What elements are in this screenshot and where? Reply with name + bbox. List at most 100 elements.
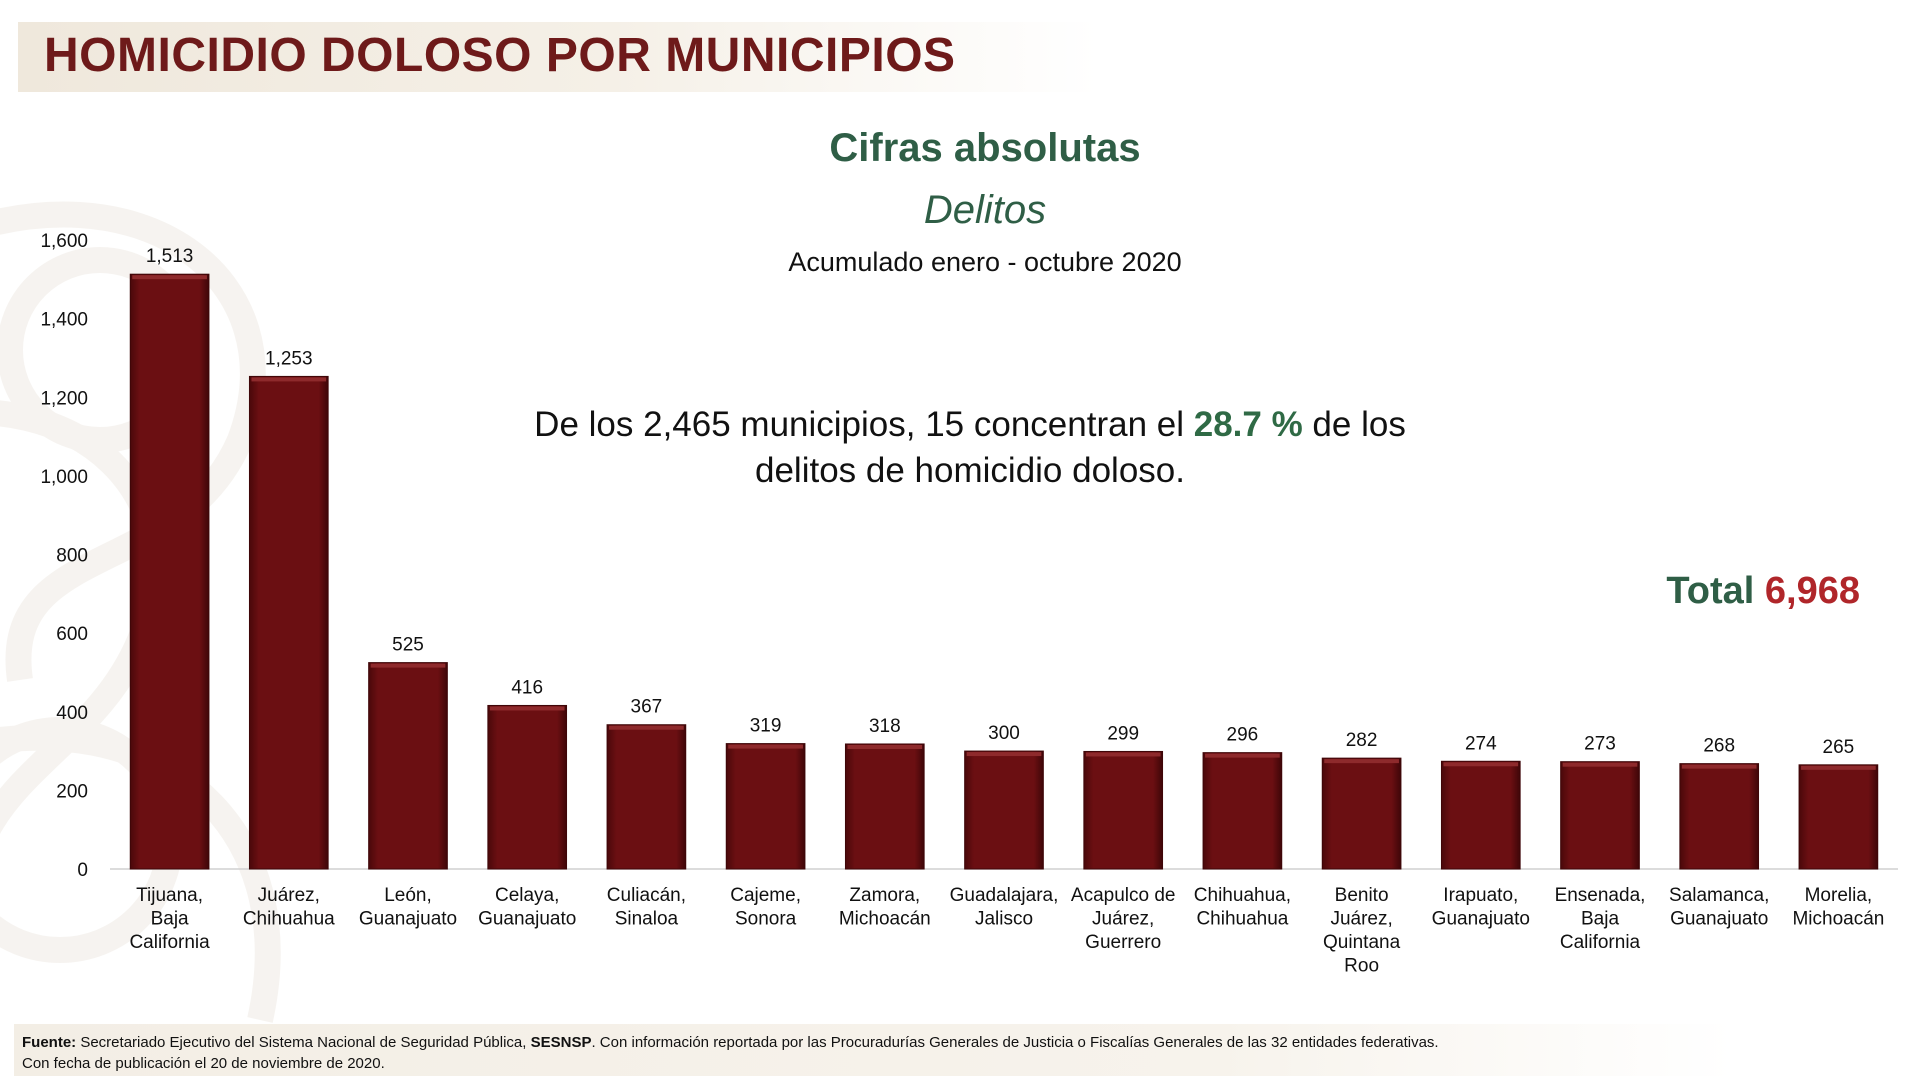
category-label-line: California <box>129 932 210 953</box>
data-label: 282 <box>1346 730 1378 751</box>
bar <box>1440 760 1521 870</box>
bar <box>129 273 210 870</box>
category-label-line: Salamanca, <box>1669 885 1769 906</box>
bar-top-highlight <box>1443 762 1519 767</box>
bars-group <box>129 273 1879 870</box>
chart-subtitle-delitos: Delitos <box>923 188 1047 232</box>
category-label-line: Michoacán <box>839 909 931 930</box>
data-label: 273 <box>1584 734 1616 755</box>
category-label: León, Guanajuato <box>359 885 457 930</box>
data-label: 318 <box>869 716 901 737</box>
category-label-line: Irapuato, <box>1443 885 1518 906</box>
bar-top-highlight <box>370 663 446 668</box>
bar-top-highlight <box>1085 752 1161 757</box>
annotation-highlight: 28.7 % <box>1193 405 1303 444</box>
category-label: Acapulco de Juárez, Guerrero <box>1071 885 1176 953</box>
category-label-line: Quintana <box>1323 932 1401 953</box>
data-label: 1,513 <box>146 246 194 267</box>
y-tick-label: 1,000 <box>40 467 88 488</box>
annotation-text-a: De los 2,465 municipios, 15 concentran e… <box>534 405 1194 444</box>
annotation-line2: delitos de homicidio doloso. <box>755 451 1185 490</box>
data-label: 299 <box>1107 723 1139 744</box>
category-label: Celaya, Guanajuato <box>478 885 576 930</box>
bar <box>1202 752 1283 870</box>
category-label-line: Acapulco de <box>1071 885 1176 906</box>
footer-line2: Con fecha de publicación el 20 de noviem… <box>22 1055 385 1072</box>
category-label-line: Roo <box>1344 956 1379 977</box>
category-label-line: Zamora, <box>849 885 920 906</box>
data-label: 268 <box>1703 736 1735 757</box>
total: Total 6,968 <box>1666 570 1860 613</box>
bar-top-highlight <box>609 725 684 730</box>
y-tick-label: 1,200 <box>40 388 88 409</box>
category-label: Zamora, Michoacán <box>839 885 931 930</box>
bar-top-highlight <box>1562 762 1638 767</box>
category-label-line: Guanajuato <box>1432 909 1530 930</box>
y-tick-label: 1,600 <box>40 231 88 252</box>
data-label: 525 <box>392 635 424 656</box>
source-footer: Fuente: Secretariado Ejecutivo del Siste… <box>22 1032 1439 1074</box>
category-label-line: Michoacán <box>1792 909 1884 930</box>
bar <box>1560 761 1640 870</box>
category-label-line: Cajeme, <box>730 885 801 906</box>
bar-top-highlight <box>1205 753 1280 758</box>
category-label-line: Guerrero <box>1085 932 1161 953</box>
footer-text-a: Secretariado Ejecutivo del Sistema Nacio… <box>76 1034 531 1051</box>
bar <box>248 375 329 870</box>
annotation-text-b: de los <box>1302 405 1406 444</box>
bar-top-highlight <box>1681 764 1757 769</box>
bar <box>1321 757 1402 870</box>
bar-top-highlight <box>251 377 327 382</box>
category-label-line: León, <box>384 885 432 906</box>
category-label: Chihuahua, Chihuahua <box>1194 885 1291 930</box>
footer-sesnsp: SESNSP <box>530 1034 592 1051</box>
annotation: De los 2,465 municipios, 15 concentran e… <box>490 402 1450 494</box>
category-label-line: California <box>1560 932 1641 953</box>
category-label-line: Guanajuato <box>478 909 576 930</box>
category-label: Guadalajara, Jalisco <box>950 885 1059 930</box>
category-label-line: Baja <box>1581 909 1619 930</box>
category-label: Juárez, Chihuahua <box>243 885 335 930</box>
category-label: Tijuana, Baja California <box>129 885 210 953</box>
bar <box>725 743 806 870</box>
data-label: 300 <box>988 723 1020 744</box>
category-label: Benito Juárez, Quintana Roo <box>1323 885 1401 977</box>
footer-band <box>14 1024 1734 1076</box>
bar <box>964 750 1044 870</box>
category-label-line: Benito <box>1335 885 1389 906</box>
category-label-line: Chihuahua <box>1196 909 1288 930</box>
category-label: Cajeme, Sonora <box>730 885 801 930</box>
bar-top-highlight <box>132 275 207 280</box>
bar-top-highlight <box>489 706 565 711</box>
bar <box>1679 763 1760 870</box>
category-label-line: Morelia, <box>1805 885 1873 906</box>
data-label: 274 <box>1465 733 1497 754</box>
category-label-line: Guadalajara, <box>950 885 1059 906</box>
title-band <box>18 22 1098 92</box>
bar <box>844 743 925 870</box>
category-label: Salamanca, Guanajuato <box>1669 885 1769 930</box>
chart-subtitle: Cifras absolutas <box>829 126 1141 170</box>
category-label-line: Sonora <box>735 909 797 930</box>
category-label: Culiacán, Sinaloa <box>607 885 686 930</box>
bar-top-highlight <box>728 744 803 749</box>
data-label: 296 <box>1227 725 1259 746</box>
category-label-line: Juárez, <box>258 885 320 906</box>
page-title: HOMICIDIO DOLOSO POR MUNICIPIOS <box>44 29 956 82</box>
y-tick-label: 600 <box>56 624 88 645</box>
category-label-line: Guanajuato <box>1670 909 1768 930</box>
y-tick-label: 0 <box>77 860 88 881</box>
data-label: 265 <box>1823 737 1855 758</box>
category-label: Ensenada, Baja California <box>1555 885 1646 953</box>
chart-period: Acumulado enero - octubre 2020 <box>788 247 1182 277</box>
footer-fuente-label: Fuente: <box>22 1034 77 1051</box>
bar <box>1083 750 1164 870</box>
bar-top-highlight <box>847 744 923 749</box>
bar <box>606 724 687 870</box>
category-label-line: Juárez, <box>1330 909 1392 930</box>
total-label: Total <box>1666 570 1755 612</box>
y-tick-label: 400 <box>56 703 88 724</box>
data-label: 367 <box>631 697 663 718</box>
category-label-line: Baja <box>151 909 189 930</box>
category-label: Irapuato, Guanajuato <box>1432 885 1530 930</box>
